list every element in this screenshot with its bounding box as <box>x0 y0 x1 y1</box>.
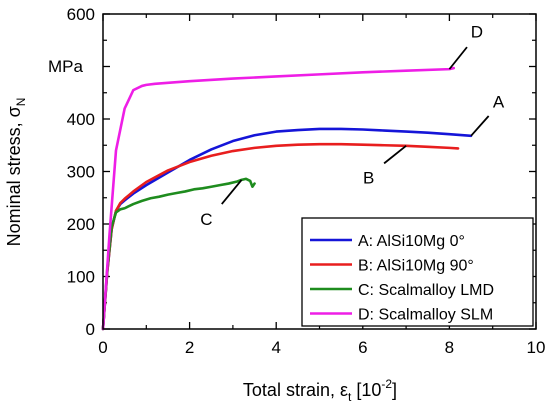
y-tick-label: 300 <box>67 163 95 182</box>
y-tick-label: 200 <box>67 215 95 234</box>
x-axis-title: Total strain, εt [10-2] <box>243 377 397 404</box>
x-tick-label: 2 <box>185 338 194 357</box>
callout-label-b: B <box>363 169 374 188</box>
legend-label-c: C: Scalmalloy LMD <box>358 282 494 299</box>
x-axis-unit-open: [10 <box>351 380 381 400</box>
x-tick-label: 10 <box>527 338 546 357</box>
series-line-c <box>101 177 256 331</box>
x-axis-title-text: Total strain, <box>243 380 340 400</box>
plot-frame <box>102 13 537 330</box>
callout-label-d: D <box>471 23 483 42</box>
y-axis-title: Nominal stress, σN <box>4 98 28 247</box>
y-axis-title-text: Nominal stress, <box>4 117 24 246</box>
callout-label-a: A <box>493 93 505 112</box>
series-layer <box>101 66 473 331</box>
callout-leader-d <box>448 46 468 70</box>
y-tick-label: 100 <box>67 268 95 287</box>
legend: A: AlSi10Mg 0° B: AlSi10Mg 90° C: Scalmall… <box>301 217 534 327</box>
series-line-d <box>101 66 456 331</box>
legend-label-b: B: AlSi10Mg 90° <box>358 258 474 275</box>
series-line-b <box>101 142 460 331</box>
series-callouts: A B C D <box>200 23 505 229</box>
x-axis-unit-exp: -2 <box>381 377 392 391</box>
legend-label-d: D: Scalmalloy SLM <box>358 307 493 324</box>
y-tick-label: 400 <box>67 110 95 129</box>
legend-label-a: A: AlSi10Mg 0° <box>358 233 465 250</box>
x-tick-label: 4 <box>271 338 280 357</box>
x-tick-label: 6 <box>358 338 367 357</box>
callout-label-c: C <box>200 210 212 229</box>
y-axis-subscript: N <box>14 98 28 107</box>
x-tick-label: 0 <box>98 338 107 357</box>
legend-box <box>301 217 534 327</box>
x-axis-unit-close: ] <box>392 380 397 400</box>
callout-leader-b <box>383 145 407 165</box>
y-axis-symbol: σ <box>4 106 24 117</box>
y-tick-label: 0 <box>86 320 95 339</box>
x-axis-symbol: ε <box>340 380 348 400</box>
x-tick-label: 8 <box>445 338 454 357</box>
y-tick-label: 600 <box>67 5 95 24</box>
callout-leader-c <box>221 179 243 205</box>
callout-leader-a <box>470 115 490 137</box>
x-axis-subscript: t <box>348 390 352 404</box>
y-unit-label: MPa <box>48 57 84 76</box>
